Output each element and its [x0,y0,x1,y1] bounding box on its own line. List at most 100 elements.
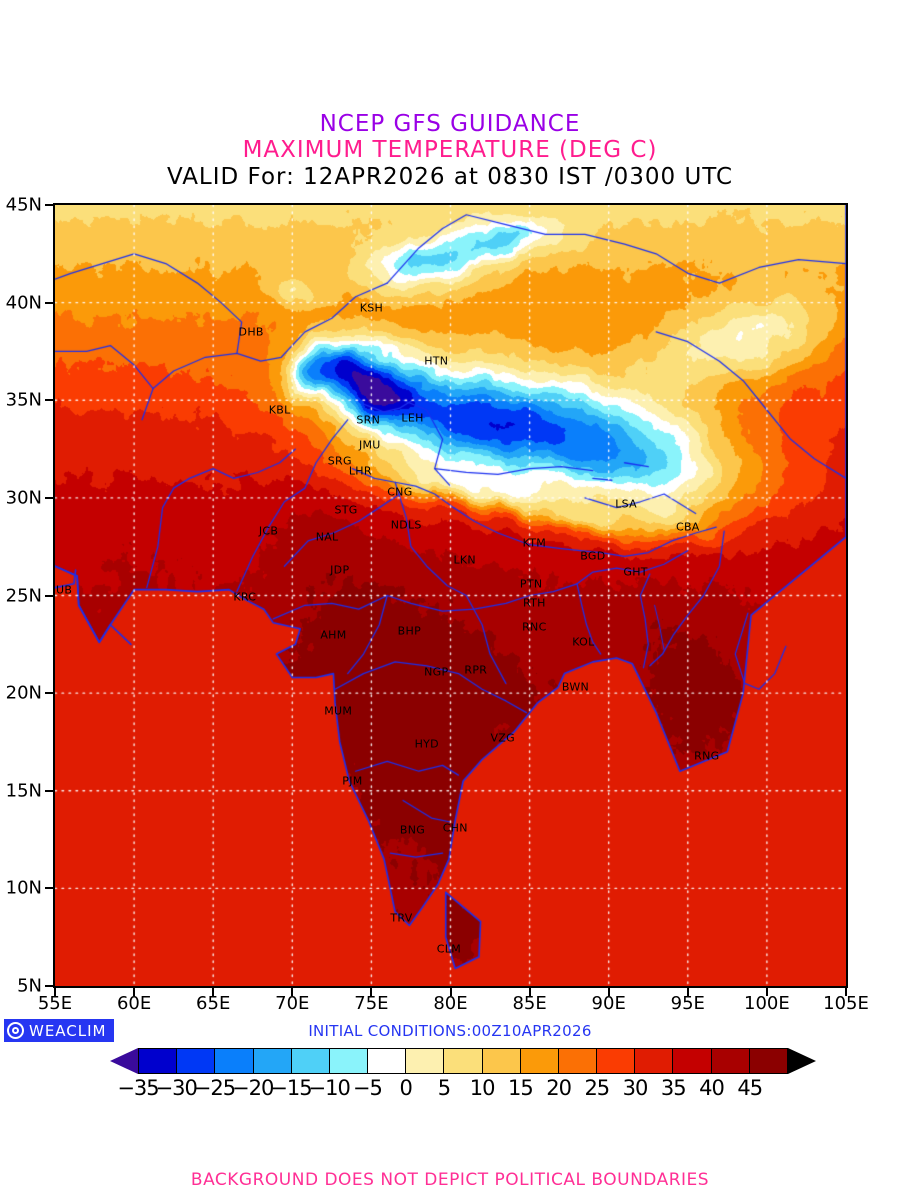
colorbar-segment [444,1049,483,1073]
colorbar-under-arrow-icon [110,1048,138,1074]
city-label: LEH [401,411,424,425]
initial-conditions-label: INITIAL CONDITIONS:00Z10APR2026 [308,1022,592,1040]
y-axis-tick-label: 30N [5,487,42,509]
y-axis-tick [45,594,53,597]
colorbar-over-arrow-icon [788,1048,816,1074]
city-label: DUB [55,583,73,597]
colorbar-tick-label: −15 [270,1076,312,1100]
title-line-variable: MAXIMUM TEMPERATURE (DEG C) [242,136,658,163]
city-label: KBL [268,403,291,417]
x-axis-tick [449,988,452,996]
x-axis-tick [133,988,136,996]
circle-logo-icon [7,1022,24,1039]
city-label: HYD [414,737,439,751]
colorbar-segment [558,1049,598,1073]
colorbar-segment [749,1049,787,1073]
colorbar-segment [368,1049,407,1073]
city-label: TRV [390,911,413,925]
colorbar-tick-label: −35 [117,1076,159,1100]
city-label: SRN [356,413,381,427]
city-label: LSA [615,497,637,511]
weaclim-logo-label: WEACLIM [29,1021,107,1040]
city-label: STG [334,503,358,517]
city-label: BWN [561,680,590,694]
colorbar-segment [215,1049,254,1073]
x-axis-tick-label: 65E [196,993,231,1014]
city-label: SRG [327,454,352,468]
x-axis-tick-label: 105E [823,993,869,1014]
city-label: KRC [233,590,257,604]
city-label: CBA [675,520,700,534]
colorbar-segment [635,1049,674,1073]
y-axis-tick-label: 15N [5,780,42,802]
y-axis-tick [45,887,53,890]
colorbar-tick-label: 35 [660,1076,687,1100]
y-axis-tick [45,399,53,402]
colorbar-tick-label: 45 [737,1076,763,1100]
colorbar-tick-labels: −35 −30 −25 −20 −15 −10 −5 0 5 10 15 20 25 30 35 40 45 [110,1076,816,1102]
city-label: DHB [238,325,264,339]
city-label: CHN [442,821,468,835]
colorbar-tick-label: 25 [584,1076,610,1100]
temperature-map-plot: DHB KSH HTN KBL SRN LEH JMU SRG LHR CNG STG NDLS LSA… [53,203,848,988]
colorbar-segment [597,1049,636,1073]
city-label: LHR [348,464,372,478]
city-label: PJM [342,774,363,788]
x-axis-tick-label: 90E [591,993,626,1014]
x-axis-tick [845,988,847,996]
y-axis-tick-label: 40N [5,292,42,314]
chart-title-block: NCEP GFS GUIDANCE MAXIMUM TEMPERATURE (D… [0,111,900,190]
city-label: JDP [330,563,350,577]
y-axis-tick-label: 25N [5,585,42,606]
city-label: CLM [436,942,462,956]
x-axis-tick [607,988,610,996]
colorbar-segments [138,1048,788,1074]
city-label: NDLS [390,518,422,532]
city-label: MUM [324,704,353,718]
city-label: AHM [320,628,347,642]
y-axis-tick-label: 45N [5,194,42,216]
weaclim-logo-badge[interactable]: WEACLIM [4,1019,114,1042]
x-axis-tick [686,988,689,996]
colorbar-tick-label: −25 [193,1076,236,1100]
city-label: NAL [315,530,339,544]
x-axis-tick-label: 100E [744,993,790,1014]
y-axis-tick-label: 10N [5,877,42,899]
city-label: BGD [580,549,606,563]
colorbar-segment [291,1049,330,1073]
x-axis-tick [212,988,215,996]
colorbar-segment [253,1049,292,1073]
city-label: JCB [258,524,279,538]
y-axis-tick [45,985,53,987]
city-label: VZG [490,731,515,745]
x-axis-tick-label: 85E [512,993,547,1014]
title-line-valid: VALID For: 12APR2026 at 0830 IST /0300 U… [166,163,734,190]
colorbar-segment [177,1049,216,1073]
colorbar-tick-label: 15 [507,1076,534,1100]
colorbar-segment [139,1049,178,1073]
x-axis-tick-label: 60E [116,993,152,1014]
city-label: HTN [424,354,449,368]
temperature-colorbar [110,1048,816,1074]
colorbar-tick-label: −10 [308,1076,351,1100]
x-axis-tick [54,988,56,996]
x-axis-tick [765,988,768,996]
y-axis-tick [45,692,53,695]
colorbar-tick-label: −5 [352,1076,383,1100]
colorbar-tick-label: 40 [699,1076,725,1100]
x-axis-tick [291,988,294,996]
city-label: BNG [399,823,426,837]
colorbar-tick-label: 20 [546,1076,572,1100]
city-label: CNG [387,485,413,499]
y-axis-tick-label: 20N [5,682,42,704]
city-label: JMU [358,438,381,452]
colorbar-tick-label: −20 [232,1076,274,1100]
temperature-heatmap-canvas [55,205,846,986]
colorbar-segment [673,1049,712,1073]
y-axis-tick [45,496,53,499]
city-label: NGP [424,665,449,679]
x-axis-tick [528,988,531,996]
x-axis-tick-label: 70E [275,993,310,1014]
colorbar-tick-label: 5 [437,1076,451,1100]
y-axis-tick-label: 5N [17,975,42,997]
